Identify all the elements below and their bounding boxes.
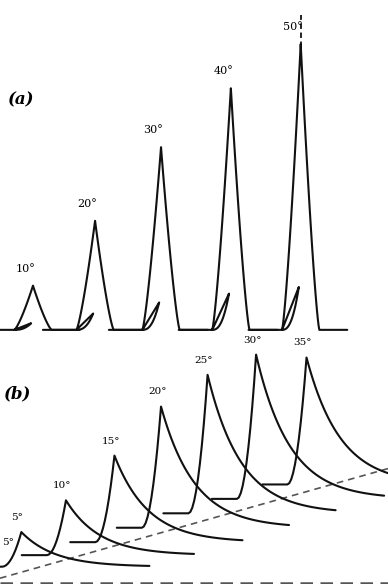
Text: (b): (b) (4, 385, 31, 402)
Text: 20°: 20° (148, 387, 166, 397)
Text: 25°: 25° (194, 356, 213, 365)
Text: 30°: 30° (243, 336, 262, 345)
Text: 35°: 35° (293, 338, 312, 347)
Text: 15°: 15° (101, 436, 120, 446)
Text: 40°: 40° (213, 67, 233, 77)
Text: 30°: 30° (144, 126, 163, 135)
Text: 50°: 50° (283, 22, 303, 32)
Text: 10°: 10° (16, 264, 35, 274)
Text: (a): (a) (8, 92, 34, 109)
Text: 10°: 10° (53, 481, 71, 490)
Text: 5°: 5° (2, 538, 14, 547)
Text: 5°: 5° (12, 513, 23, 522)
Text: 20°: 20° (78, 199, 97, 209)
